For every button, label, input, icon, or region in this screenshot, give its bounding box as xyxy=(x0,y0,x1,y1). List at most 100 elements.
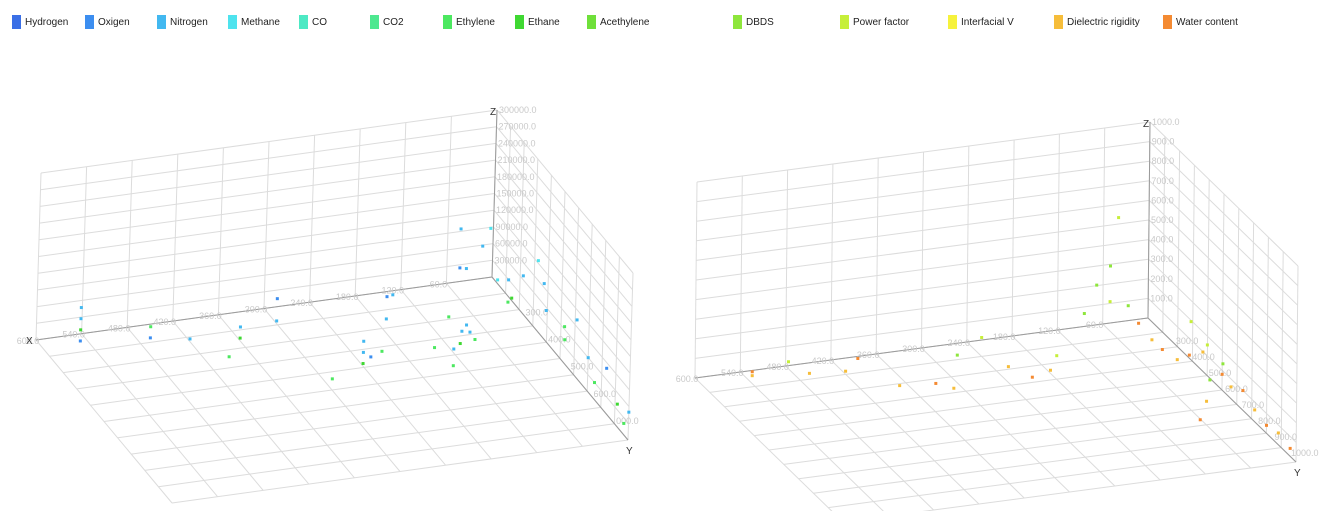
right-sidewall-gridline xyxy=(1236,208,1240,405)
z-axis-label: Z xyxy=(1143,119,1149,130)
data-point xyxy=(361,350,365,354)
left-sidewall-gridline xyxy=(586,224,593,392)
y-tick-label: 300.0 xyxy=(525,307,548,317)
right-floor-gridline xyxy=(694,377,833,511)
left-floor-gridline xyxy=(81,333,218,498)
z-tick-label: 600.0 xyxy=(1151,195,1174,205)
x-tick-label: 180.0 xyxy=(336,292,359,302)
right-sidewall-gridline xyxy=(1148,200,1298,345)
data-point xyxy=(458,342,462,346)
x-tick-label: 300.0 xyxy=(902,344,925,354)
data-point xyxy=(1276,431,1280,435)
data-point xyxy=(188,337,192,341)
legend-item[interactable]: Nitrogen xyxy=(157,15,208,29)
legend-item[interactable]: Water content xyxy=(1163,15,1238,29)
left-floor-gridline xyxy=(171,439,629,504)
left-sidewall-gridline xyxy=(494,176,632,341)
right-floor-gridline xyxy=(783,403,1237,465)
data-point xyxy=(510,296,514,300)
data-point xyxy=(952,386,956,390)
right-backwall-gridline xyxy=(830,163,834,361)
x-tick-label: 480.0 xyxy=(108,323,131,333)
x-tick-label: 540.0 xyxy=(62,330,85,340)
data-point xyxy=(955,353,959,357)
x-tick-label: 120.0 xyxy=(382,286,405,296)
legend-label: Water content xyxy=(1176,16,1238,28)
data-point xyxy=(544,309,548,312)
left-tick-labels: 60.0 120.0 180.0 240.0 300.0 360.0 420.0 480.0 5… xyxy=(17,105,639,457)
legend-item[interactable]: Acethylene xyxy=(587,15,649,29)
left-points xyxy=(78,226,631,425)
z-tick-label: 1000.0 xyxy=(1152,117,1180,127)
left-floor-gridline xyxy=(117,374,574,439)
data-point xyxy=(1030,375,1034,379)
data-point xyxy=(856,356,860,360)
y-tick-label: 000.0 xyxy=(616,416,639,426)
right-backwall-gridline xyxy=(875,157,879,355)
right-z-axis xyxy=(1147,121,1151,319)
left-sidewall-gridline xyxy=(613,256,620,424)
legend-swatch xyxy=(948,15,957,29)
legend-label: Methane xyxy=(241,16,280,28)
data-point xyxy=(238,325,242,329)
left-backwall-gridline xyxy=(40,109,498,174)
data-point xyxy=(489,226,493,230)
legend-label: Oxigen xyxy=(98,16,130,28)
legend-label: Acethylene xyxy=(600,16,650,28)
data-point xyxy=(275,297,279,301)
right-backwall-gridline xyxy=(696,121,1151,183)
z-tick-label: 240000.0 xyxy=(498,138,536,148)
z-axis-label: Z xyxy=(490,107,496,118)
data-point xyxy=(79,328,83,332)
x-tick-label: 120.0 xyxy=(1038,326,1061,336)
data-point xyxy=(507,278,511,282)
right-floor-gridline xyxy=(739,371,884,511)
data-point xyxy=(1288,446,1292,450)
data-point xyxy=(481,244,485,248)
right-backwall-gridline xyxy=(694,181,698,379)
data-point xyxy=(465,323,469,327)
legend-item[interactable]: Methane xyxy=(228,15,280,29)
right-grid xyxy=(694,121,1299,511)
y-tick-label: 300.0 xyxy=(1176,336,1199,346)
left-sidewall-gridline xyxy=(495,143,633,307)
data-point xyxy=(1241,389,1245,393)
legend-item[interactable]: Dielectric rigidity xyxy=(1054,15,1140,29)
data-point xyxy=(844,369,848,373)
data-point xyxy=(1189,320,1193,324)
data-point xyxy=(898,384,902,388)
legend-item[interactable]: Ethylene xyxy=(443,15,495,29)
y-axis-label: Y xyxy=(1294,468,1301,479)
left-backwall-gridline xyxy=(38,176,496,241)
legend-swatch xyxy=(228,15,237,29)
legend-item[interactable]: Ethane xyxy=(515,15,560,29)
y-tick-label: 400.0 xyxy=(1192,352,1215,362)
left-backwall-gridline xyxy=(38,193,495,257)
data-point xyxy=(391,293,395,297)
data-point xyxy=(1137,321,1141,325)
legend-item[interactable]: Interfacial V xyxy=(948,15,1014,29)
legend-label: Interfacial V xyxy=(961,16,1014,28)
legend-item[interactable]: CO2 xyxy=(370,15,404,29)
z-tick-label: 200.0 xyxy=(1150,274,1173,284)
data-point xyxy=(536,259,540,263)
y-tick-label: 400.0 xyxy=(548,334,571,344)
x-axis-label: X xyxy=(26,336,33,347)
data-point xyxy=(451,364,455,368)
legend-item[interactable]: CO xyxy=(299,15,327,29)
data-point xyxy=(452,347,456,351)
data-point xyxy=(1253,408,1257,412)
y-tick-label: 500.0 xyxy=(571,362,594,372)
legend-item[interactable]: Power factor xyxy=(840,15,909,29)
data-point xyxy=(458,266,462,270)
legend-label: DBDS xyxy=(746,16,774,28)
data-point xyxy=(1117,216,1121,220)
right-sidewall-gridline xyxy=(1265,237,1269,434)
legend-item[interactable]: Oxigen xyxy=(85,15,130,29)
left-sidewall-gridline xyxy=(573,207,580,375)
legend-item[interactable]: Hydrogen xyxy=(12,15,68,29)
legend-item[interactable]: DBDS xyxy=(733,15,774,29)
legend-swatch xyxy=(443,15,452,29)
y-tick-label: 600.0 xyxy=(593,389,616,399)
right-backwall-gridline xyxy=(696,180,1150,242)
